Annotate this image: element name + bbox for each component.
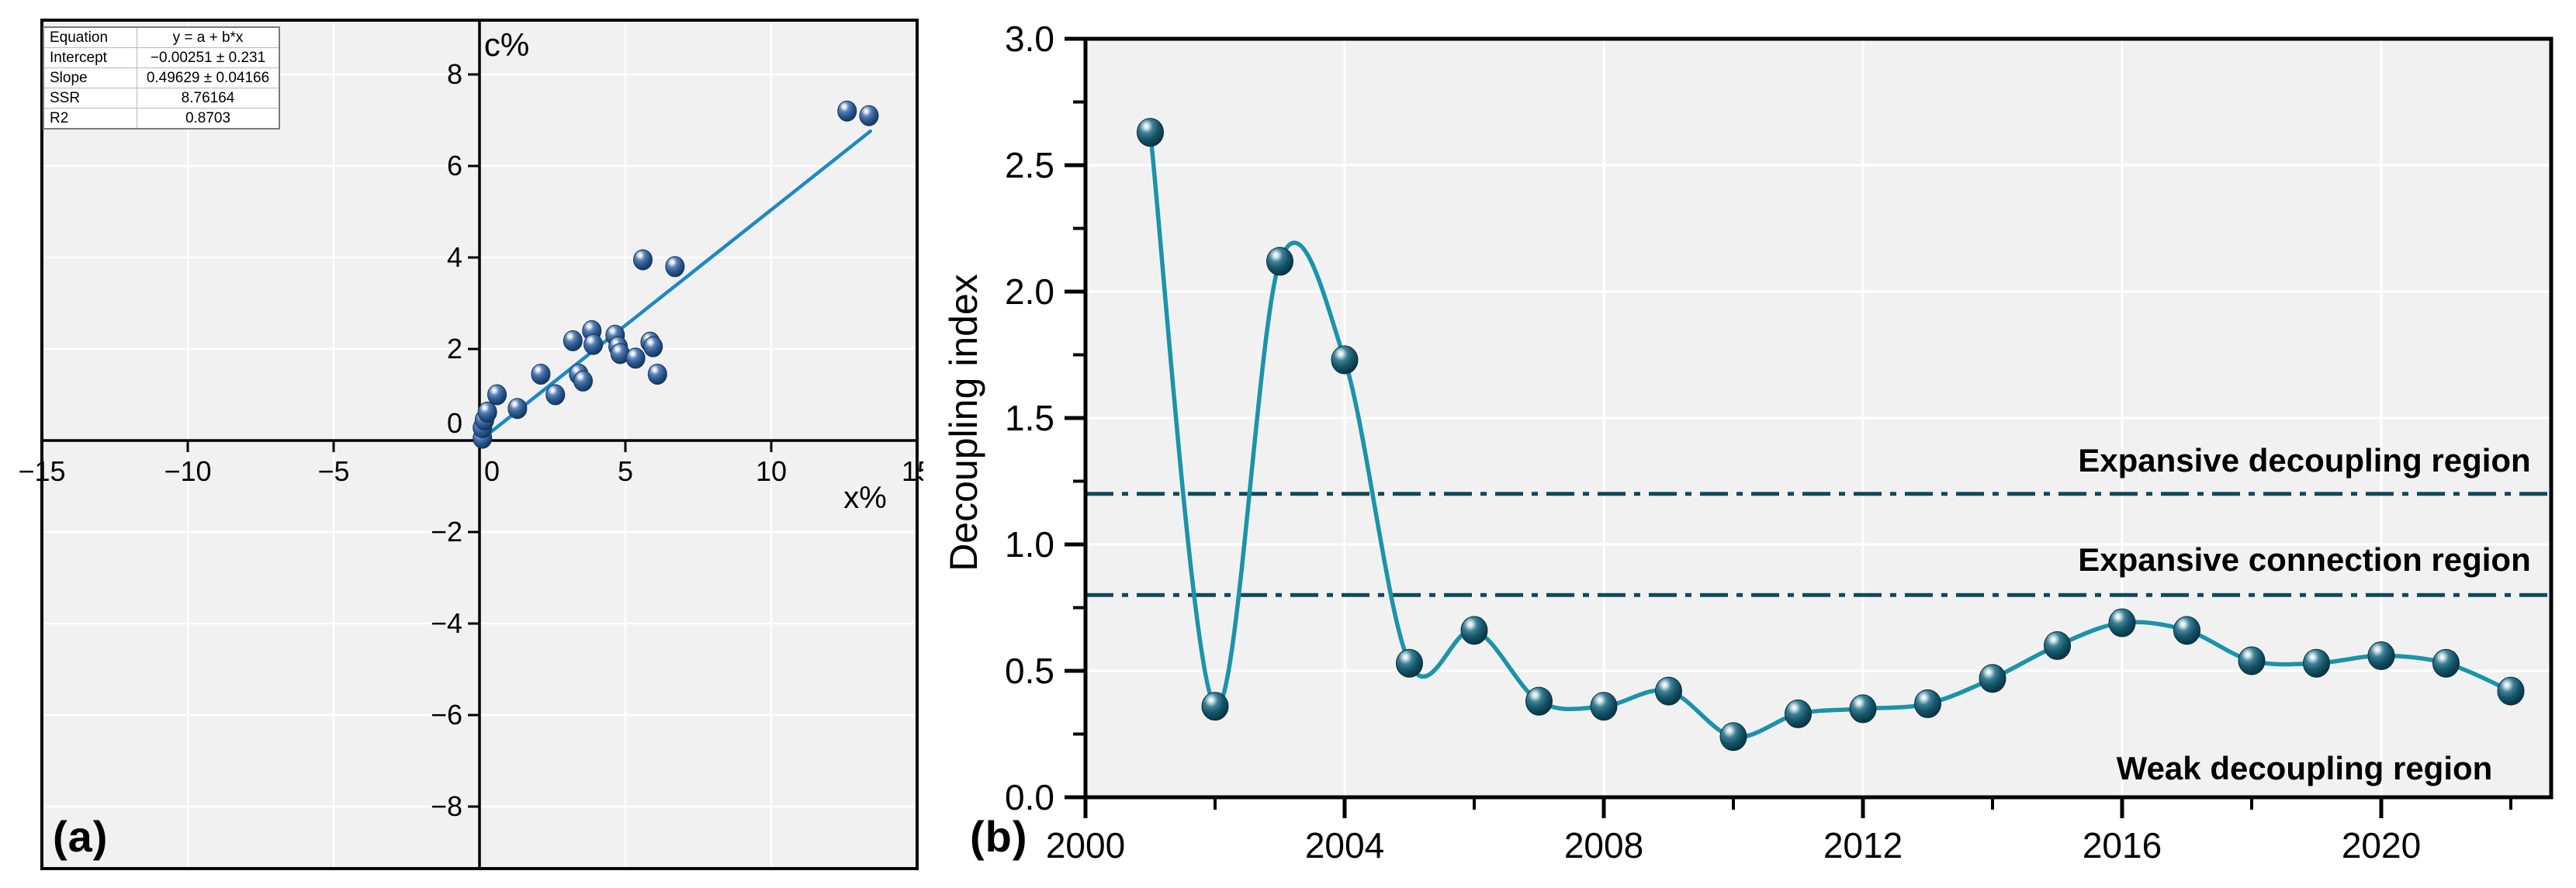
region-label-expansive-decoupling: Expansive decoupling region: [2078, 442, 2531, 479]
stats-label: Equation: [44, 28, 137, 47]
data-point: [665, 256, 685, 278]
x-tick-label: 2008: [1564, 825, 1643, 866]
x-tick-label: 2020: [2342, 825, 2421, 866]
x-tick-label: 2016: [2083, 825, 2162, 866]
y-tick-label: 2: [447, 333, 462, 365]
y-tick-label: −2: [431, 516, 462, 548]
data-point: [2238, 646, 2266, 676]
y-tick-label: 4: [447, 241, 462, 273]
data-point: [2367, 641, 2395, 670]
plot-frame: [40, 19, 919, 870]
stats-value: y = a + b*x: [172, 29, 244, 46]
region-label-expansive-connection: Expansive connection region: [2078, 541, 2531, 578]
stats-value: 0.49629 ± 0.04166: [146, 70, 270, 86]
data-point: [625, 347, 646, 369]
data-point: [2173, 616, 2200, 645]
regression-stats-table: Equation y = a + b*x Intercept −0.00251 …: [43, 26, 280, 130]
x-tick-label: 0: [484, 455, 500, 487]
data-point: [1331, 345, 1359, 375]
data-point: [545, 384, 566, 406]
data-point: [531, 363, 551, 385]
stats-value: 0.8703: [185, 110, 231, 126]
data-point: [1590, 692, 1618, 721]
x-tick-label: 15: [902, 455, 923, 487]
data-point: [1266, 247, 1293, 276]
stats-label: SSR: [44, 88, 137, 108]
stats-label: R2: [44, 109, 137, 128]
x-tick-label: 5: [618, 455, 633, 487]
y-tick-label: −6: [431, 699, 462, 731]
data-point: [507, 398, 528, 420]
stats-label: Slope: [44, 68, 137, 88]
data-point: [1914, 689, 1941, 718]
data-point: [563, 330, 583, 351]
data-point: [643, 336, 663, 358]
data-point: [2044, 631, 2071, 660]
data-point: [837, 100, 857, 122]
stats-row-slope: Slope 0.49629 ± 0.04166: [44, 68, 279, 88]
data-point: [633, 249, 653, 271]
data-point: [1719, 722, 1747, 752]
y-axis-title-panel-b: Decoupling index: [942, 274, 985, 572]
y-axis-title-panel-a: c%: [483, 26, 530, 63]
stats-value: 8.76164: [181, 90, 235, 106]
y-tick-label: −8: [431, 790, 462, 822]
y-tick-label: 1.0: [1005, 524, 1054, 565]
line-plot-svg: 0.0 0.5 1.0 1.5 2.0 2.5 3.0 2000 2004 2008 2012 201…: [1005, 19, 2553, 866]
y-tick-label: 3.0: [1005, 19, 1054, 59]
region-label-weak-decoupling: Weak decoupling region: [2116, 749, 2493, 786]
data-point: [1460, 616, 1488, 645]
y-tick-label: −4: [431, 607, 462, 639]
y-tick-label: 1.5: [1005, 398, 1054, 438]
data-point: [583, 333, 604, 355]
stats-row-r2: R2 0.8703: [44, 109, 279, 128]
stats-row-ssr: SSR 8.76164: [44, 88, 279, 109]
data-point: [477, 401, 497, 423]
data-point: [1201, 692, 1229, 721]
data-point: [1655, 676, 1682, 706]
panel-a-label: (a): [53, 812, 109, 861]
stats-value: −0.00251 ± 0.231: [150, 50, 266, 66]
x-tick-label: 2012: [1823, 825, 1903, 866]
data-point: [2497, 676, 2525, 706]
y-tick-label: 2.0: [1005, 271, 1054, 312]
y-tick-label: 0.0: [1005, 777, 1054, 817]
data-point: [573, 370, 593, 392]
y-tick-label: 6: [447, 150, 462, 181]
x-tick-label: −5: [317, 455, 349, 487]
data-point: [647, 363, 667, 385]
data-point: [1979, 664, 2006, 693]
data-point: [2108, 608, 2136, 637]
panel-b-label: (b): [970, 812, 1028, 861]
plot-frame: [1083, 36, 2553, 800]
x-axis-title-panel-a: x%: [843, 481, 887, 515]
data-point: [2432, 648, 2460, 678]
fit-line: [478, 129, 873, 443]
stats-row-intercept: Intercept −0.00251 ± 0.231: [44, 48, 279, 68]
data-point: [1137, 118, 1164, 147]
x-tick-label: −10: [164, 455, 211, 487]
x-tick-label: 10: [756, 455, 787, 487]
data-point: [1849, 694, 1877, 724]
data-point: [859, 105, 879, 126]
y-tick-label: 0: [447, 407, 462, 439]
data-point: [1396, 648, 1423, 678]
y-tick-label: 8: [447, 58, 462, 90]
stats-row-equation: Equation y = a + b*x: [44, 28, 279, 48]
stats-label: Intercept: [44, 48, 137, 67]
y-tick-label: 0.5: [1005, 651, 1054, 691]
x-tick-label: 2004: [1305, 825, 1384, 866]
x-tick-label: 2000: [1046, 825, 1125, 866]
data-point: [487, 384, 507, 406]
y-tick-label: 2.5: [1005, 145, 1054, 185]
data-point: [2303, 648, 2330, 678]
data-point: [1525, 686, 1553, 716]
data-point: [1785, 699, 1812, 728]
